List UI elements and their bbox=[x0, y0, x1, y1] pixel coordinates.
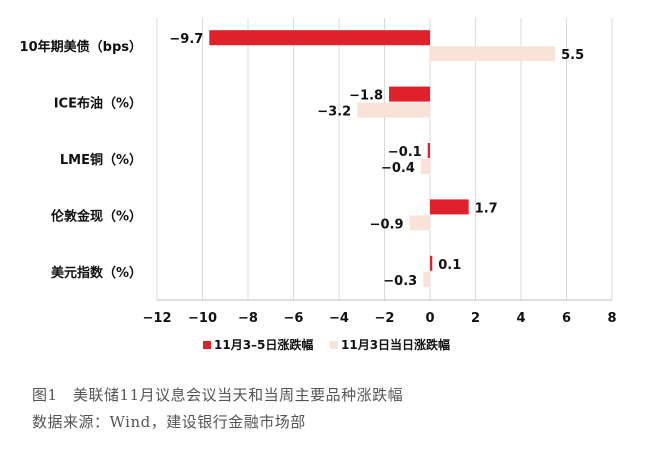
legend-label: 11月3日当日涨跌幅 bbox=[341, 337, 450, 352]
legend-label: 11月3–5日涨跌幅 bbox=[214, 337, 313, 352]
x-tick-label: 8 bbox=[607, 311, 616, 326]
data-label: 5.5 bbox=[561, 48, 584, 63]
category-label: 伦敦金现（%） bbox=[51, 208, 142, 224]
data-label: 1.7 bbox=[475, 201, 498, 216]
data-label: −1.8 bbox=[349, 89, 383, 104]
legend-swatch bbox=[203, 341, 211, 349]
data-label: −0.9 bbox=[370, 217, 404, 232]
bars bbox=[209, 30, 556, 287]
bar-series1 bbox=[430, 255, 433, 271]
category-label: ICE布油（%） bbox=[54, 96, 142, 112]
x-tick-label: −6 bbox=[284, 311, 304, 326]
bar-series1 bbox=[209, 30, 430, 46]
bar-series1 bbox=[427, 143, 430, 158]
x-tick-label: 2 bbox=[471, 311, 480, 326]
data-source: 数据来源：Wind，建设银行金融市场部 bbox=[32, 413, 306, 431]
bar-series2 bbox=[420, 159, 430, 174]
x-tick-label: −2 bbox=[375, 311, 395, 326]
x-tick-label: −8 bbox=[238, 311, 258, 326]
x-tick-label: −10 bbox=[188, 311, 217, 326]
figure-caption: 图1 美联储11月议息会议当天和当周主要品种涨跌幅 bbox=[32, 386, 404, 404]
gridlines bbox=[156, 18, 613, 301]
data-label: −0.3 bbox=[383, 274, 417, 289]
x-tick-label: −4 bbox=[329, 311, 349, 326]
x-tick-label: −12 bbox=[143, 311, 172, 326]
labels: −12 −10 −8 −6 −4 −2 0 2 4 6 8 10年期美债（bps） −9.7 5.5 ICE… bbox=[20, 32, 617, 326]
bar-chart: −12 −10 −8 −6 −4 −2 0 2 4 6 8 10年期美债（bps） −9.7 5.5 ICE… bbox=[20, 18, 617, 352]
category-label: 美元指数（%） bbox=[51, 265, 142, 281]
data-label: −0.4 bbox=[381, 161, 415, 176]
category-label: LME铜（%） bbox=[60, 152, 142, 168]
category-label: 10年期美债（bps） bbox=[20, 39, 142, 55]
bar-series1 bbox=[430, 199, 469, 215]
bar-series2 bbox=[430, 46, 556, 62]
legend-swatch bbox=[330, 341, 338, 349]
x-tick-label: 6 bbox=[562, 311, 571, 326]
data-label: −0.1 bbox=[388, 145, 422, 160]
bar-series2 bbox=[423, 271, 430, 287]
bar-series2 bbox=[409, 215, 430, 231]
x-tick-label: 0 bbox=[425, 311, 434, 326]
bar-series2 bbox=[357, 102, 430, 118]
data-label: 0.1 bbox=[438, 258, 461, 273]
data-label: −3.2 bbox=[317, 105, 351, 120]
x-tick-label: 4 bbox=[516, 311, 525, 326]
data-label: −9.7 bbox=[169, 32, 203, 47]
legend: 11月3–5日涨跌幅 11月3日当日涨跌幅 bbox=[203, 337, 450, 352]
bar-series1 bbox=[389, 86, 430, 102]
